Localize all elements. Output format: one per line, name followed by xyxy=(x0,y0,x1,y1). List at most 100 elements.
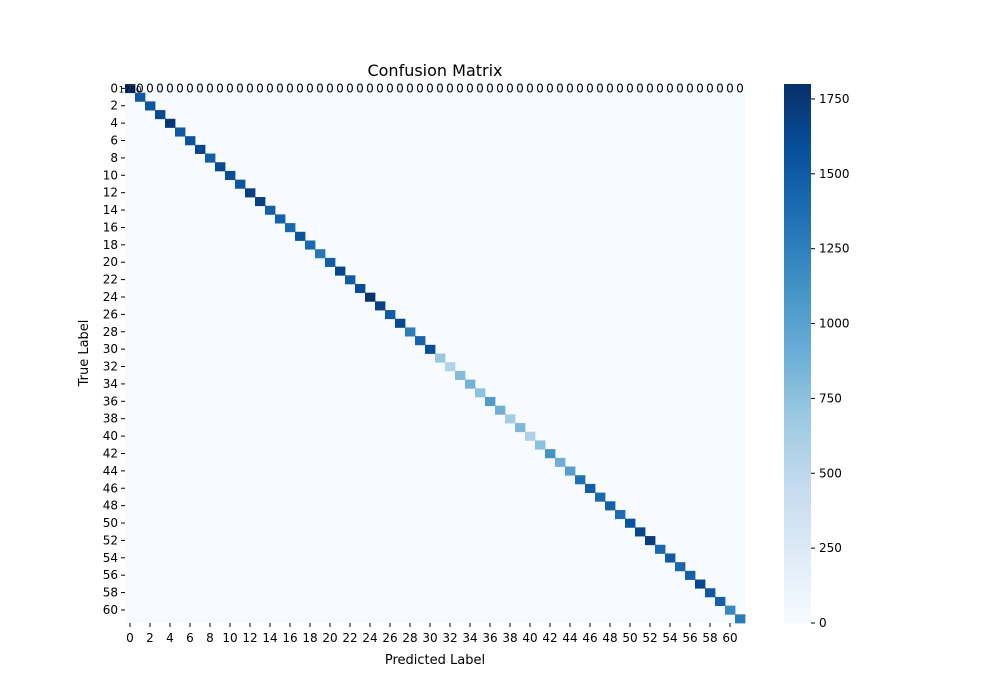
cell-annotation: 0 xyxy=(176,81,184,95)
cell-annotation: 0 xyxy=(436,81,444,95)
cell-annotation: 0 xyxy=(516,81,524,95)
x-tick-label: 20 xyxy=(322,631,337,645)
x-tick-label: 12 xyxy=(242,631,257,645)
cell-annotation: 0 xyxy=(456,81,464,95)
cell-annotation: 0 xyxy=(146,81,154,95)
heatmap-cell xyxy=(145,101,156,111)
x-tick-label: 32 xyxy=(442,631,457,645)
heatmap-cell xyxy=(725,605,736,615)
heatmap-cell xyxy=(235,179,246,189)
heatmap-cells xyxy=(125,84,746,624)
x-tick-label: 22 xyxy=(342,631,357,645)
heatmap-cell xyxy=(665,553,676,563)
heatmap-cell xyxy=(675,562,686,572)
cell-annotation: 0 xyxy=(406,81,414,95)
heatmap-cell xyxy=(205,153,216,163)
heatmap-cell xyxy=(485,396,496,407)
cell-annotation: 0 xyxy=(136,81,144,95)
y-tick-label: 58 xyxy=(103,586,118,600)
chart-title: Confusion Matrix xyxy=(367,61,502,80)
heatmap-cell xyxy=(495,405,506,415)
heatmap-cell xyxy=(455,370,466,380)
cell-annotation: 0 xyxy=(266,81,274,95)
heatmap-cell xyxy=(395,318,406,328)
x-tick-label: 40 xyxy=(522,631,537,645)
heatmap-cell xyxy=(505,414,516,424)
x-tick-label: 34 xyxy=(462,631,477,645)
cell-annotation: 0 xyxy=(356,81,364,95)
colorbar-ticks: 0 250 500 750 1000 1250 1500 1750 xyxy=(811,92,850,630)
colorbar-tick-label: 500 xyxy=(819,466,842,480)
heatmap-cell xyxy=(245,188,256,198)
cell-annotation: 0 xyxy=(506,81,514,95)
cell-annotation: 0 xyxy=(396,81,404,95)
cell-annotation: 0 xyxy=(346,81,354,95)
x-axis-label: Predicted Label xyxy=(385,653,485,668)
heatmap-cell xyxy=(715,596,726,607)
heatmap-cell xyxy=(735,614,746,624)
cell-annotation: 0 xyxy=(386,81,394,95)
cell-annotation: 0 xyxy=(206,81,214,95)
cell-annotation: 0 xyxy=(466,81,474,95)
cell-annotation: 0 xyxy=(306,81,314,95)
x-tick-label: 54 xyxy=(662,631,677,645)
y-tick-label: 34 xyxy=(103,377,118,391)
heatmap-cell xyxy=(555,457,566,467)
y-tick-label: 18 xyxy=(103,238,118,252)
cell-annotation: 0 xyxy=(686,81,694,95)
colorbar xyxy=(784,84,811,623)
cell-annotation: 0 xyxy=(616,81,624,95)
cell-annotation: 0 xyxy=(366,81,374,95)
heatmap-cell xyxy=(265,205,276,215)
cell-annotation: 0 xyxy=(226,81,234,95)
heatmap-cell xyxy=(375,301,386,311)
heatmap-cell xyxy=(585,483,596,493)
cell-annotation: 0 xyxy=(286,81,294,95)
cell-annotation: 0 xyxy=(536,81,544,95)
colorbar-tick-label: 750 xyxy=(819,391,842,405)
heatmap-cell xyxy=(365,292,376,302)
cell-annotation: 0 xyxy=(416,81,424,95)
x-tick-label: 46 xyxy=(582,631,597,645)
cell-annotation: 0 xyxy=(496,81,504,95)
x-tick-label: 30 xyxy=(422,631,437,645)
heatmap-cell xyxy=(695,579,706,589)
heatmap-cell xyxy=(445,362,456,372)
cell-annotation: 0 xyxy=(186,81,194,95)
x-tick-label: 0 xyxy=(126,631,134,645)
cell-annotation: 0 xyxy=(256,81,264,95)
heatmap-cell xyxy=(535,440,546,450)
heatmap-cell xyxy=(515,423,526,433)
cell-annotation: 0 xyxy=(666,81,674,95)
cell-annotation: 0 xyxy=(636,81,644,95)
x-tick-label: 36 xyxy=(482,631,497,645)
cell-annotation: 0 xyxy=(696,81,704,95)
x-tick-label: 4 xyxy=(166,631,174,645)
cell-annotation: 0 xyxy=(476,81,484,95)
y-tick-label: 38 xyxy=(103,412,118,426)
y-tick-label: 14 xyxy=(103,203,118,217)
x-tick-label: 38 xyxy=(502,631,517,645)
heatmap-cell xyxy=(645,536,656,546)
cell-annotation: 0 xyxy=(276,81,284,95)
cell-annotation: 0 xyxy=(336,81,344,95)
cell-annotation: 1780 xyxy=(119,85,142,95)
y-tick-label: 2 xyxy=(110,99,118,113)
x-tick-label: 28 xyxy=(402,631,417,645)
x-tick-label: 42 xyxy=(542,631,557,645)
heatmap-cell xyxy=(335,266,346,276)
cell-annotation: 0 xyxy=(326,81,334,95)
heatmap-cell xyxy=(435,353,446,363)
heatmap-cell xyxy=(155,110,166,120)
y-tick-label: 6 xyxy=(110,134,118,148)
y-tick-label: 42 xyxy=(103,446,118,460)
cell-annotation: 0 xyxy=(166,81,174,95)
y-tick-label: 8 xyxy=(110,151,118,165)
x-tick-label: 60 xyxy=(722,631,737,645)
colorbar-tick-label: 250 xyxy=(819,541,842,555)
colorbar-tick-label: 0 xyxy=(819,616,827,630)
heatmap-cell xyxy=(405,327,416,337)
cell-annotation: 0 xyxy=(156,81,164,95)
cell-annotation: 0 xyxy=(716,81,724,95)
cell-annotation: 0 xyxy=(546,81,554,95)
